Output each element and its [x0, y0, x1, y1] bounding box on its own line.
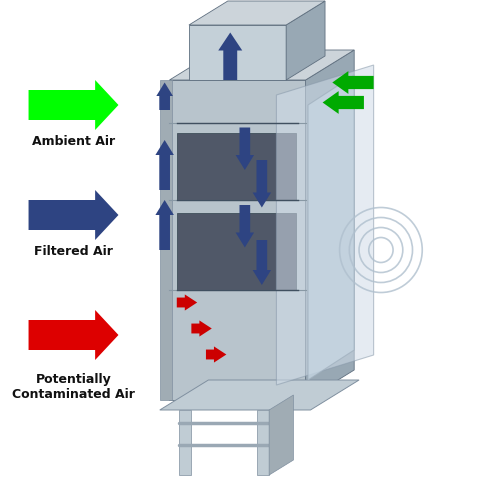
Bar [170, 80, 306, 400]
Polygon shape [170, 50, 354, 80]
Bar [179, 410, 192, 475]
Polygon shape [236, 128, 254, 170]
Polygon shape [218, 32, 242, 80]
Bar [160, 80, 172, 400]
Polygon shape [308, 75, 354, 380]
Text: Ambient Air: Ambient Air [32, 135, 115, 148]
Polygon shape [236, 205, 254, 248]
Polygon shape [156, 200, 174, 250]
Polygon shape [322, 91, 364, 114]
Polygon shape [28, 310, 118, 360]
Polygon shape [252, 160, 271, 208]
Polygon shape [189, 1, 325, 25]
Polygon shape [269, 395, 293, 475]
Polygon shape [156, 82, 173, 110]
Polygon shape [156, 140, 174, 190]
Polygon shape [306, 50, 354, 400]
Polygon shape [206, 346, 227, 362]
Polygon shape [252, 240, 271, 285]
Polygon shape [276, 65, 374, 385]
Polygon shape [177, 294, 197, 310]
Bar [177, 212, 296, 290]
Text: Filtered Air: Filtered Air [34, 245, 113, 258]
Bar [177, 132, 296, 200]
Bar [257, 410, 269, 475]
Polygon shape [28, 190, 118, 240]
Polygon shape [28, 80, 118, 130]
Polygon shape [286, 1, 325, 80]
Text: Potentially
Contaminated Air: Potentially Contaminated Air [12, 372, 135, 400]
Polygon shape [192, 320, 212, 336]
Polygon shape [160, 380, 359, 410]
Polygon shape [332, 71, 374, 94]
Bar [189, 25, 286, 80]
